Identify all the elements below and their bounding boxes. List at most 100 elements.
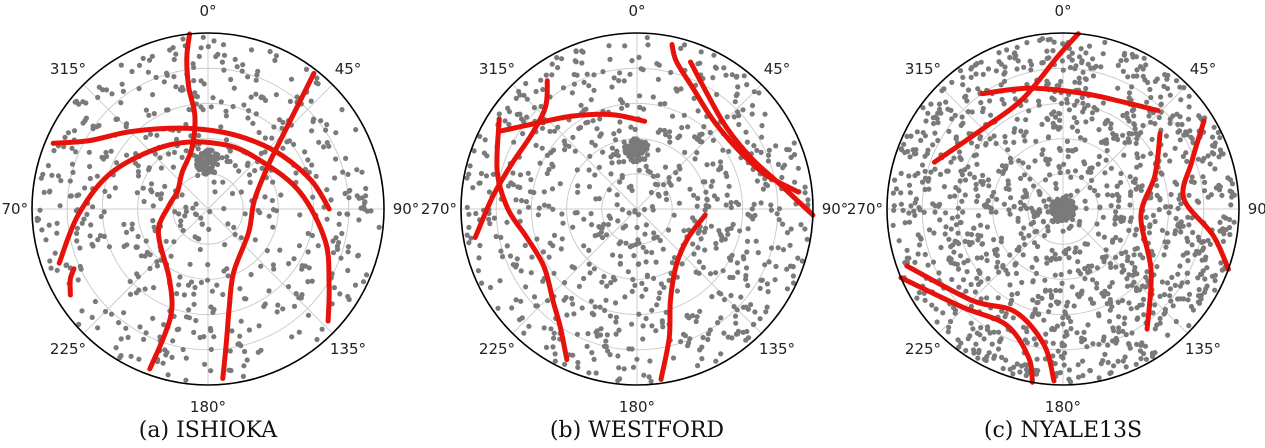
scatter-point bbox=[246, 327, 252, 333]
scatter-point bbox=[1195, 156, 1201, 162]
scatter-point bbox=[573, 48, 579, 54]
scatter-point bbox=[980, 71, 986, 77]
scatter-point bbox=[513, 95, 519, 101]
scatter-point bbox=[906, 182, 913, 188]
scatter-point bbox=[600, 149, 606, 155]
scatter-point bbox=[603, 297, 609, 303]
scatter-point bbox=[202, 162, 208, 168]
scatter-point bbox=[969, 109, 975, 115]
scatter-point bbox=[258, 263, 264, 269]
scatter-point bbox=[1115, 358, 1121, 364]
scatter-point bbox=[1107, 297, 1113, 303]
scatter-point bbox=[738, 294, 744, 300]
scatter-point bbox=[1130, 179, 1136, 185]
scatter-point bbox=[43, 237, 49, 243]
angle-tick-label: 225° bbox=[50, 340, 86, 358]
scatter-point bbox=[550, 206, 556, 212]
scatter-point bbox=[890, 190, 897, 196]
scatter-point bbox=[1051, 39, 1057, 45]
scatter-point bbox=[1089, 110, 1096, 116]
scatter-point bbox=[1060, 67, 1066, 73]
scatter-point bbox=[597, 304, 603, 310]
scatter-point bbox=[168, 253, 174, 259]
scatter-point bbox=[113, 345, 119, 351]
scatter-point bbox=[1121, 267, 1127, 273]
scatter-point bbox=[685, 343, 691, 349]
scatter-point bbox=[575, 189, 581, 195]
scatter-point bbox=[229, 328, 235, 334]
scatter-point bbox=[1172, 145, 1178, 151]
scatter-point bbox=[941, 184, 948, 190]
scatter-point bbox=[1030, 278, 1036, 284]
scatter-point bbox=[986, 183, 992, 189]
scatter-point bbox=[981, 336, 987, 342]
scatter-point bbox=[270, 207, 277, 213]
scatter-point bbox=[928, 169, 934, 175]
scatter-point bbox=[624, 102, 630, 108]
scatter-point bbox=[247, 179, 253, 185]
scatter-point bbox=[593, 370, 599, 376]
scatter-point bbox=[779, 174, 785, 181]
scatter-point bbox=[979, 179, 986, 185]
scatter-point bbox=[1052, 114, 1059, 120]
scatter-point bbox=[1132, 264, 1138, 271]
scatter-point bbox=[259, 165, 265, 171]
scatter-point bbox=[995, 295, 1001, 301]
scatter-point bbox=[1158, 94, 1164, 100]
scatter-point bbox=[948, 318, 954, 325]
scatter-point bbox=[297, 212, 303, 218]
scatter-point bbox=[983, 140, 989, 147]
scatter-point bbox=[925, 262, 931, 268]
scatter-point bbox=[551, 232, 558, 238]
scatter-point bbox=[1088, 296, 1094, 302]
scatter-point bbox=[912, 200, 918, 206]
scatter-point bbox=[1090, 73, 1096, 79]
scatter-point bbox=[978, 279, 984, 285]
scatter-point bbox=[1057, 170, 1063, 176]
scatter-point bbox=[211, 334, 217, 340]
scatter-point bbox=[86, 149, 92, 155]
scatter-point bbox=[195, 172, 201, 179]
scatter-point bbox=[359, 195, 365, 201]
scatter-point bbox=[699, 131, 705, 137]
scatter-point bbox=[171, 239, 177, 245]
scatter-point bbox=[655, 147, 661, 153]
scatter-point bbox=[610, 252, 616, 258]
scatter-point bbox=[765, 152, 772, 158]
scatter-point bbox=[559, 236, 565, 242]
scatter-point bbox=[132, 160, 138, 166]
scatter-point bbox=[1035, 293, 1041, 299]
scatter-point bbox=[802, 184, 808, 190]
scatter-point bbox=[1003, 357, 1009, 363]
scatter-point bbox=[543, 344, 550, 350]
scatter-point bbox=[135, 169, 141, 175]
scatter-point bbox=[1126, 90, 1133, 96]
scatter-point bbox=[613, 319, 619, 325]
scatter-point bbox=[637, 104, 643, 110]
scatter-point bbox=[1135, 155, 1141, 161]
scatter-point bbox=[332, 175, 338, 181]
scatter-point bbox=[598, 229, 605, 235]
scatter-point bbox=[745, 335, 752, 341]
source-track bbox=[979, 85, 1161, 113]
scatter-point bbox=[955, 230, 961, 236]
scatter-point bbox=[1162, 152, 1168, 158]
scatter-point bbox=[1057, 370, 1063, 376]
scatter-point bbox=[1025, 164, 1032, 170]
scatter-point bbox=[690, 241, 696, 247]
scatter-point bbox=[586, 261, 592, 267]
scatter-point bbox=[1032, 158, 1038, 164]
scatter-point bbox=[170, 338, 176, 344]
scatter-point bbox=[498, 234, 504, 240]
angle-tick-label: 180° bbox=[190, 398, 226, 416]
scatter-point bbox=[270, 224, 276, 230]
scatter-point bbox=[562, 141, 568, 148]
scatter-point bbox=[1218, 260, 1224, 266]
scatter-point bbox=[1060, 355, 1066, 361]
scatter-point bbox=[616, 365, 622, 371]
scatter-point bbox=[1011, 203, 1017, 210]
scatter-point bbox=[1072, 79, 1078, 85]
scatter-point bbox=[51, 148, 57, 154]
scatter-point bbox=[670, 355, 677, 361]
scatter-point bbox=[191, 78, 197, 84]
